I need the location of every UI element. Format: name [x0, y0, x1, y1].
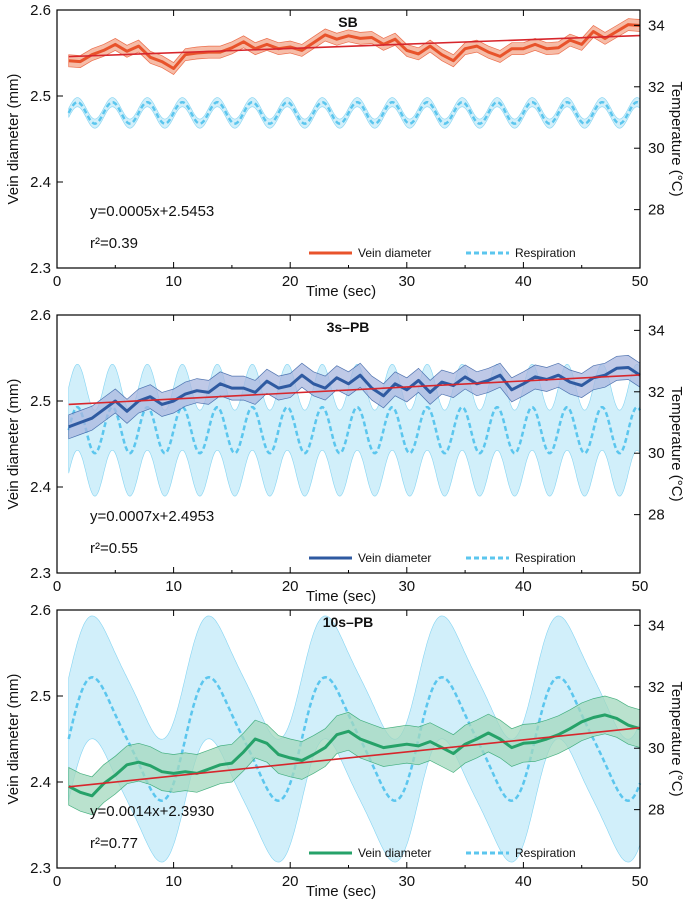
- legend-respiration-label: Respiration: [515, 246, 576, 260]
- y-tick-label: 2.3: [30, 565, 51, 582]
- respiration-band: [68, 97, 641, 129]
- x-tick-label: 20: [282, 873, 299, 890]
- x-tick-label: 0: [53, 578, 61, 595]
- regression-equation: y=0.0005x+2.5453: [90, 203, 214, 220]
- y-axis-title: Vein diameter (mm): [5, 379, 22, 510]
- x-tick-label: 10: [165, 578, 182, 595]
- regression-equation: y=0.0007x+2.4953: [90, 508, 214, 525]
- r-squared: r²=0.77: [90, 835, 138, 852]
- respiration-line: [67, 100, 641, 125]
- y2-tick-label: 28: [648, 507, 665, 524]
- panel-3: 0 10 20 30 40 50 2.3 2.4 2.5 2.6 28 30 32 34 Vein diam…: [5, 602, 685, 900]
- x-tick-label: 50: [632, 578, 649, 595]
- y-tick-label: 2.3: [30, 260, 51, 277]
- x-tick-label: 20: [282, 273, 299, 290]
- y2-axis-title: Temperature (°C): [668, 386, 685, 501]
- y2-tick-label: 28: [648, 802, 665, 819]
- y-tick-label: 2.5: [30, 393, 51, 410]
- x-axis-title: Time (sec): [306, 588, 376, 605]
- y2-axis-title: Temperature (°C): [668, 681, 685, 796]
- r-squared: r²=0.39: [90, 235, 138, 252]
- panel-title: SB: [338, 14, 357, 30]
- regression-line: [68, 374, 641, 406]
- legend-respiration-label: Respiration: [515, 551, 576, 565]
- panel-2: 0 10 20 30 40 50 2.3 2.4 2.5 2.6 28 30 32 34 Vein diam…: [5, 307, 685, 605]
- legend-vein-label: Vein diameter: [358, 551, 431, 565]
- x-tick-label: 0: [53, 273, 61, 290]
- legend-respiration-label: Respiration: [515, 846, 576, 860]
- y-tick-label: 2.6: [30, 2, 51, 19]
- y-tick-label: 2.4: [30, 774, 51, 791]
- regression-equation: y=0.0014x+2.3930: [90, 803, 214, 820]
- y2-tick-label: 34: [648, 617, 665, 634]
- y2-tick-label: 30: [648, 445, 665, 462]
- y-tick-label: 2.4: [30, 174, 51, 191]
- y2-tick-label: 28: [648, 202, 665, 219]
- x-axis-title: Time (sec): [306, 883, 376, 900]
- y2-tick-label: 30: [648, 740, 665, 757]
- y-tick-label: 2.5: [30, 88, 51, 105]
- x-tick-label: 30: [398, 273, 415, 290]
- x-tick-label: 40: [515, 578, 532, 595]
- x-tick-label: 30: [398, 873, 415, 890]
- vein-diameter-line: [68, 713, 641, 798]
- y-tick-label: 2.6: [30, 602, 51, 619]
- panel-title: 3s–PB: [327, 319, 370, 335]
- legend-vein-label: Vein diameter: [358, 246, 431, 260]
- y2-tick-label: 34: [648, 17, 665, 34]
- x-axis-title: Time (sec): [306, 283, 376, 300]
- y2-tick-label: 34: [648, 322, 665, 339]
- legend-vein-label: Vein diameter: [358, 846, 431, 860]
- r-squared: r²=0.55: [90, 540, 138, 557]
- y-tick-label: 2.6: [30, 307, 51, 324]
- y2-tick-label: 32: [648, 79, 665, 96]
- y2-axis-title: Temperature (°C): [668, 81, 685, 196]
- x-tick-label: 40: [515, 273, 532, 290]
- y-axis-title: Vein diameter (mm): [5, 74, 22, 205]
- y-tick-label: 2.4: [30, 479, 51, 496]
- x-tick-label: 20: [282, 578, 299, 595]
- x-tick-label: 50: [632, 873, 649, 890]
- x-tick-label: 50: [632, 273, 649, 290]
- x-tick-label: 10: [165, 273, 182, 290]
- regression-line: [68, 727, 641, 788]
- x-tick-label: 10: [165, 873, 182, 890]
- y-axis-title: Vein diameter (mm): [5, 674, 22, 805]
- x-tick-label: 40: [515, 873, 532, 890]
- y-tick-label: 2.5: [30, 688, 51, 705]
- x-tick-label: 0: [53, 873, 61, 890]
- y2-tick-label: 32: [648, 384, 665, 401]
- y-tick-label: 2.3: [30, 860, 51, 877]
- panel-1: 0 10 20 30 40 50 2.3 2.4 2.5 2.6 28 30 32 34 Vein diam…: [5, 2, 685, 300]
- y2-tick-label: 30: [648, 140, 665, 157]
- regression-line: [68, 34, 641, 58]
- x-tick-label: 30: [398, 578, 415, 595]
- respiration-line: [67, 406, 642, 455]
- vein-diameter-line: [68, 23, 641, 70]
- panel-title: 10s–PB: [323, 614, 374, 630]
- y2-tick-label: 32: [648, 679, 665, 696]
